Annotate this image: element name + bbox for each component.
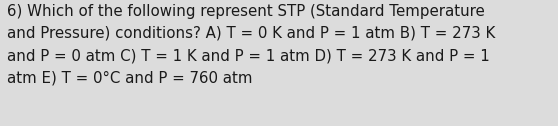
Text: 6) Which of the following represent STP (Standard Temperature
and Pressure) cond: 6) Which of the following represent STP … — [7, 4, 495, 85]
